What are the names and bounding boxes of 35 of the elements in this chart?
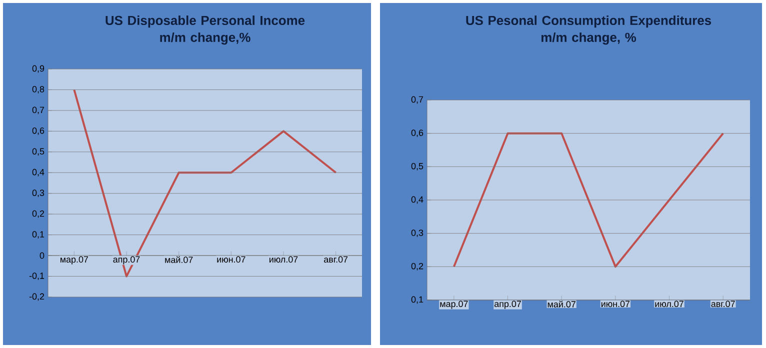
x-tick-label: июл.07 xyxy=(270,256,298,263)
y-tick-label: 0,8 xyxy=(32,86,44,94)
y-tick-label: 0,9 xyxy=(32,65,44,73)
y-tick-label: 0,6 xyxy=(32,127,44,135)
y-tick-label: 0,1 xyxy=(32,231,44,239)
y-tick-label: 0,2 xyxy=(32,210,44,218)
x-tick-label: апр.07 xyxy=(494,300,521,309)
y-tick-label: 0,3 xyxy=(411,230,424,238)
x-tick-label: июн.07 xyxy=(601,300,630,308)
y-tick-label: 0,1 xyxy=(411,296,424,304)
x-tick-label: мар.07 xyxy=(60,256,88,264)
x-tick-label: май.07 xyxy=(548,300,576,308)
y-tick-label: 0,5 xyxy=(32,148,44,156)
x-tick-label: июл.07 xyxy=(655,300,684,308)
x-tick-label: апр.07 xyxy=(113,256,140,264)
chart-subtitle: m/m change,% xyxy=(160,32,250,45)
x-tick-label: авг.07 xyxy=(324,256,348,263)
y-tick-label: 0,6 xyxy=(411,130,424,138)
y-tick-label: 0,4 xyxy=(32,168,44,176)
y-tick-label: 0,2 xyxy=(411,262,424,270)
chart-title: US Disposable Personal Income xyxy=(106,16,305,28)
y-tick-label: 0,7 xyxy=(32,106,44,114)
y-tick-label: 0 xyxy=(40,252,44,259)
x-tick-label: авг.07 xyxy=(711,300,735,308)
x-tick-label: май.07 xyxy=(165,256,193,263)
chart-subtitle: m/m change, % xyxy=(542,32,636,45)
y-tick-label: -0,1 xyxy=(29,272,44,280)
x-tick-label: мар.07 xyxy=(440,300,468,309)
y-tick-label: 0,5 xyxy=(411,162,424,170)
y-tick-label: -0,2 xyxy=(29,293,44,301)
chart-title: US Pesonal Consumption Expenditures xyxy=(466,16,712,28)
y-tick-label: 0,7 xyxy=(411,96,424,104)
y-tick-label: 0,3 xyxy=(32,190,44,198)
y-tick-label: 0,4 xyxy=(411,196,424,204)
x-tick-label: июн.07 xyxy=(217,256,246,263)
